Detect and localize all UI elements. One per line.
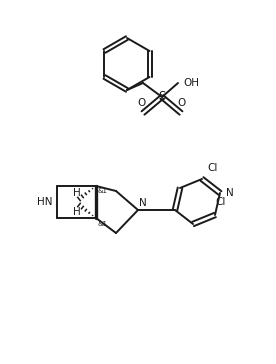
- Text: O: O: [138, 98, 146, 108]
- Text: &1: &1: [98, 188, 108, 194]
- Text: N: N: [139, 198, 147, 208]
- Text: OH: OH: [183, 78, 199, 88]
- Text: H: H: [73, 188, 81, 198]
- Text: Cl: Cl: [216, 197, 226, 207]
- Text: S: S: [158, 91, 166, 103]
- Text: N: N: [226, 188, 234, 198]
- Text: Cl: Cl: [207, 163, 217, 173]
- Text: H: H: [73, 207, 81, 217]
- Text: HN: HN: [38, 197, 53, 207]
- Text: &1: &1: [98, 221, 108, 227]
- Text: O: O: [178, 98, 186, 108]
